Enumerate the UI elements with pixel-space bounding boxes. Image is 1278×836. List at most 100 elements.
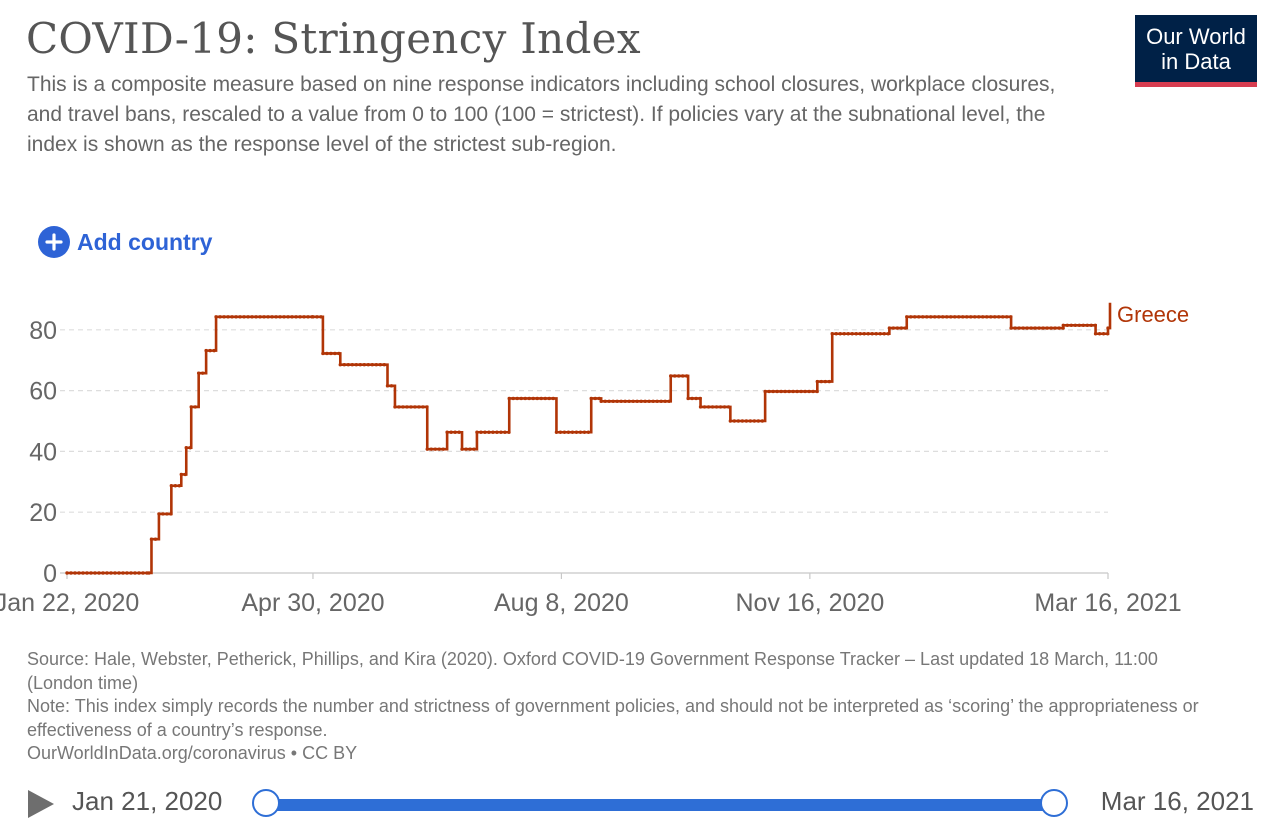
data-point	[941, 315, 945, 319]
data-point	[933, 315, 937, 319]
data-point	[736, 419, 741, 423]
data-point	[811, 389, 815, 394]
data-point	[405, 405, 409, 409]
data-point	[1106, 326, 1110, 330]
timeline-track[interactable]	[266, 799, 1054, 811]
data-point	[1013, 326, 1017, 330]
data-point	[767, 389, 771, 394]
data-point	[298, 315, 302, 319]
data-point	[479, 430, 483, 434]
data-point	[1017, 326, 1021, 330]
data-point	[752, 419, 757, 423]
data-point	[89, 571, 93, 575]
data-point	[1105, 332, 1110, 336]
data-point	[905, 315, 909, 319]
stringency-chart: 0 20 40 60 80 Jan 22, 2020 Apr 30, 2020 Aug 8, …	[0, 302, 1189, 617]
data-point	[441, 447, 445, 451]
data-point	[850, 332, 854, 336]
data-point	[953, 315, 957, 319]
data-point	[515, 396, 519, 401]
data-point	[417, 405, 421, 409]
data-point	[895, 326, 900, 330]
data-point	[1061, 326, 1065, 330]
data-point	[921, 315, 925, 319]
data-point	[756, 419, 761, 423]
data-point	[468, 447, 472, 451]
data-point	[842, 332, 846, 336]
data-point	[574, 430, 579, 434]
data-point	[179, 472, 183, 477]
data-point	[985, 315, 989, 319]
data-point	[325, 351, 329, 356]
data-point	[397, 405, 401, 409]
data-point	[1057, 326, 1061, 330]
data-point	[449, 430, 453, 434]
data-point	[1029, 326, 1033, 330]
data-point	[230, 315, 234, 319]
timeline-end-handle[interactable]	[1040, 789, 1068, 817]
data-point	[760, 419, 765, 423]
data-point	[937, 315, 941, 319]
data-point	[85, 571, 89, 575]
add-country-button[interactable]: Add country	[38, 226, 212, 258]
data-point	[917, 315, 921, 319]
data-point	[378, 362, 382, 367]
data-point	[635, 399, 639, 404]
data-point	[346, 362, 350, 367]
data-point	[222, 315, 226, 319]
owid-link[interactable]: OurWorldInData.org/coronavirus • CC BY	[27, 743, 358, 763]
data-point	[1053, 326, 1057, 330]
data-point	[714, 405, 719, 409]
data-point	[597, 396, 601, 401]
data-point	[337, 351, 341, 356]
data-point	[551, 396, 555, 401]
data-point	[189, 405, 193, 409]
data-point	[153, 537, 158, 541]
data-point	[903, 326, 908, 330]
data-point	[681, 374, 685, 378]
data-point	[511, 396, 515, 401]
data-point	[728, 419, 733, 423]
data-point	[783, 389, 787, 394]
owid-logo[interactable]: Our World in Data	[1135, 15, 1257, 87]
data-point	[677, 374, 681, 378]
data-point	[718, 405, 723, 409]
data-point	[997, 315, 1001, 319]
data-point	[333, 351, 337, 356]
data-point	[554, 430, 559, 434]
logo-line-2: in Data	[1161, 49, 1231, 74]
data-point	[133, 571, 137, 575]
data-point	[184, 446, 188, 450]
data-point	[389, 384, 394, 388]
data-point	[929, 315, 933, 319]
data-point	[370, 362, 374, 367]
data-point	[188, 446, 192, 450]
data-point	[1061, 323, 1065, 328]
data-point	[366, 362, 370, 367]
play-icon[interactable]	[28, 790, 54, 818]
data-point	[147, 571, 151, 575]
data-point	[409, 405, 413, 409]
data-point	[763, 389, 767, 394]
data-point	[457, 430, 461, 434]
data-point	[137, 571, 141, 575]
x-tick-label: Nov 16, 2020	[736, 589, 885, 617]
chart-subtitle: This is a composite measure based on nin…	[27, 73, 1056, 156]
data-point	[527, 396, 531, 401]
data-point	[165, 512, 169, 516]
data-point	[779, 389, 783, 394]
data-point	[647, 399, 651, 404]
data-point	[453, 430, 457, 434]
data-point	[306, 315, 310, 319]
source-text: Source: Hale, Webster, Petherick, Philli…	[27, 649, 1158, 693]
chart-title: COVID-19: Stringency Index	[26, 14, 641, 63]
data-point	[503, 430, 507, 434]
data-point	[278, 315, 282, 319]
data-point	[669, 374, 673, 378]
data-point	[266, 315, 270, 319]
data-point	[827, 379, 832, 384]
series-markers	[65, 315, 1110, 575]
timeline-start-handle[interactable]	[252, 789, 280, 817]
timeline-end-label: Mar 16, 2021	[1100, 786, 1254, 816]
data-point	[149, 537, 154, 541]
